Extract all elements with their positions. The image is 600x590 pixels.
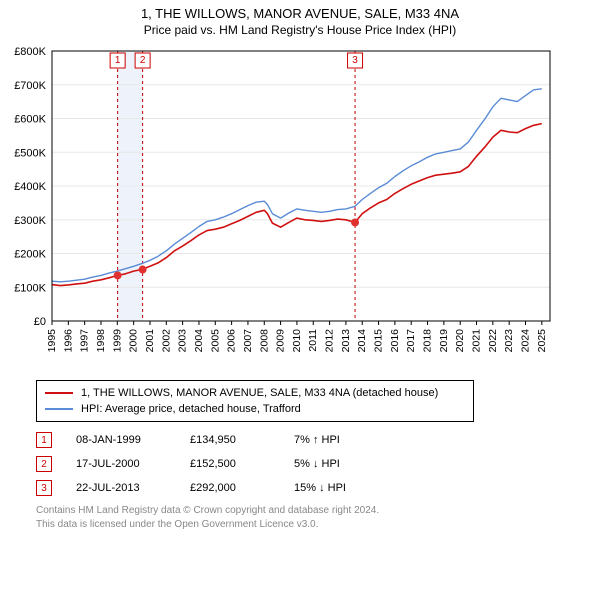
svg-text:£500K: £500K (14, 147, 46, 159)
chart-title: 1, THE WILLOWS, MANOR AVENUE, SALE, M33 … (0, 0, 600, 21)
svg-text:£800K: £800K (14, 46, 46, 58)
svg-text:2025: 2025 (536, 329, 548, 353)
svg-text:2021: 2021 (471, 329, 483, 353)
svg-text:2014: 2014 (356, 329, 368, 353)
chart-area: £0 £100K £200K £300K £400K £500K £600K £700K £80… (0, 41, 600, 374)
svg-text:2009: 2009 (275, 329, 287, 353)
sale-marker-icon: 1 (36, 432, 52, 448)
svg-text:2007: 2007 (242, 329, 254, 353)
footer-line: This data is licensed under the Open Gov… (36, 518, 600, 532)
sale-price: £134,950 (190, 434, 270, 446)
svg-text:2003: 2003 (177, 329, 189, 353)
legend-item: 1, THE WILLOWS, MANOR AVENUE, SALE, M33 … (45, 385, 465, 401)
svg-text:2013: 2013 (340, 329, 352, 353)
svg-text:2004: 2004 (193, 329, 205, 353)
legend-label: HPI: Average price, detached house, Traf… (81, 401, 301, 417)
svg-text:1999: 1999 (111, 329, 123, 353)
legend: 1, THE WILLOWS, MANOR AVENUE, SALE, M33 … (36, 380, 474, 422)
svg-text:£100K: £100K (14, 282, 46, 294)
svg-text:2012: 2012 (324, 329, 336, 353)
legend-item: HPI: Average price, detached house, Traf… (45, 401, 465, 417)
sale-diff: 7% ↑ HPI (294, 434, 414, 446)
svg-text:2006: 2006 (226, 329, 238, 353)
svg-text:2001: 2001 (144, 329, 156, 353)
sale-marker-icon: 3 (36, 480, 52, 496)
sale-marker-icon: 2 (36, 456, 52, 472)
svg-text:1998: 1998 (95, 329, 107, 353)
svg-text:3: 3 (352, 55, 358, 66)
table-row: 3 22-JUL-2013 £292,000 15% ↓ HPI (36, 480, 600, 496)
svg-text:2019: 2019 (438, 329, 450, 353)
svg-text:2015: 2015 (373, 329, 385, 353)
sale-date: 08-JAN-1999 (76, 434, 166, 446)
legend-swatch (45, 408, 73, 410)
svg-text:2000: 2000 (128, 329, 140, 353)
sale-diff: 15% ↓ HPI (294, 482, 414, 494)
sale-date: 22-JUL-2013 (76, 482, 166, 494)
svg-text:2010: 2010 (291, 329, 303, 353)
svg-text:£200K: £200K (14, 249, 46, 261)
table-row: 1 08-JAN-1999 £134,950 7% ↑ HPI (36, 432, 600, 448)
svg-text:1: 1 (115, 55, 121, 66)
svg-text:2: 2 (140, 55, 146, 66)
svg-text:£600K: £600K (14, 114, 46, 126)
svg-text:£300K: £300K (14, 215, 46, 227)
legend-label: 1, THE WILLOWS, MANOR AVENUE, SALE, M33 … (81, 385, 438, 401)
svg-text:2005: 2005 (209, 329, 221, 353)
svg-text:£700K: £700K (14, 80, 46, 92)
sale-price: £292,000 (190, 482, 270, 494)
chart-subtitle: Price paid vs. HM Land Registry's House … (0, 21, 600, 37)
svg-text:2011: 2011 (307, 329, 319, 352)
legend-swatch (45, 392, 73, 394)
svg-text:1996: 1996 (62, 329, 74, 353)
svg-text:2024: 2024 (520, 329, 532, 353)
svg-text:2022: 2022 (487, 329, 499, 353)
line-chart: £0 £100K £200K £300K £400K £500K £600K £700K £80… (0, 41, 560, 371)
footer: Contains HM Land Registry data © Crown c… (36, 504, 600, 532)
footer-line: Contains HM Land Registry data © Crown c… (36, 504, 600, 518)
svg-text:2016: 2016 (389, 329, 401, 353)
svg-text:2023: 2023 (503, 329, 515, 353)
svg-text:£400K: £400K (14, 181, 46, 193)
sales-table: 1 08-JAN-1999 £134,950 7% ↑ HPI 2 17-JUL… (36, 432, 600, 496)
svg-text:1995: 1995 (46, 329, 58, 353)
svg-text:2020: 2020 (454, 329, 466, 353)
sale-price: £152,500 (190, 458, 270, 470)
svg-text:2002: 2002 (160, 329, 172, 353)
svg-text:2008: 2008 (258, 329, 270, 353)
table-row: 2 17-JUL-2000 £152,500 5% ↓ HPI (36, 456, 600, 472)
svg-text:2018: 2018 (422, 329, 434, 353)
sale-date: 17-JUL-2000 (76, 458, 166, 470)
svg-text:2017: 2017 (405, 329, 417, 353)
sale-diff: 5% ↓ HPI (294, 458, 414, 470)
svg-text:£0: £0 (34, 316, 46, 328)
svg-text:1997: 1997 (79, 329, 91, 353)
